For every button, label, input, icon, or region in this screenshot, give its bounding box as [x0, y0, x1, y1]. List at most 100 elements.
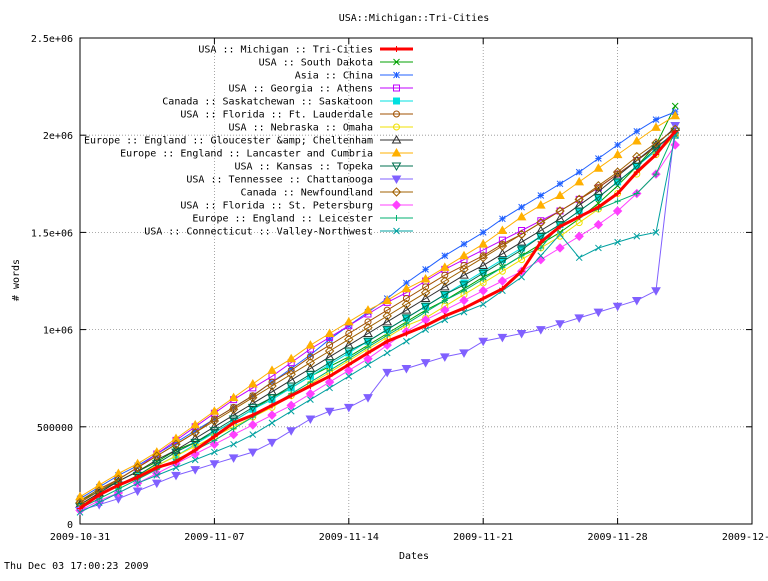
series-line: [79, 130, 676, 507]
data-point: [497, 241, 508, 251]
data-point: [115, 482, 122, 489]
legend-entry: USA :: Kansas :: Topeka: [235, 162, 413, 173]
data-point: [651, 287, 661, 296]
data-point: [614, 141, 621, 149]
data-point: [441, 252, 449, 260]
data-point: [228, 392, 239, 402]
data-point: [652, 116, 660, 124]
data-point: [324, 328, 335, 337]
series-2: [76, 102, 679, 505]
data-point: [171, 471, 181, 481]
data-point: [537, 239, 544, 246]
data-point: [151, 460, 162, 469]
data-point: [192, 447, 199, 454]
series-9: [75, 110, 681, 501]
data-point: [499, 215, 506, 223]
data-point: [228, 454, 239, 463]
data-point: [364, 361, 372, 368]
data-point: [556, 230, 564, 238]
data-point: [152, 451, 162, 461]
data-point: [671, 102, 679, 110]
data-point: [230, 440, 237, 448]
data-point: [326, 335, 333, 343]
y-tick-label: 2.5e+06: [31, 34, 73, 45]
data-point: [382, 316, 393, 326]
data-point: [171, 445, 181, 454]
data-point: [305, 370, 316, 380]
data-point: [614, 198, 621, 205]
data-point: [247, 398, 258, 407]
data-point: [326, 373, 333, 380]
data-point: [422, 283, 430, 291]
data-point: [614, 238, 621, 246]
data-point: [461, 305, 467, 312]
legend-label: Asia :: China: [295, 71, 373, 82]
data-point: [422, 309, 429, 316]
data-point: [633, 127, 641, 135]
series-line: [79, 144, 676, 511]
data-point: [595, 244, 602, 252]
series-line: [79, 134, 676, 506]
data-point: [460, 240, 468, 248]
data-point: [365, 349, 371, 356]
data-point: [420, 287, 431, 298]
data-point: [574, 176, 585, 186]
x-tick-label: 2009-11-07: [184, 532, 244, 543]
data-point: [595, 204, 602, 211]
x-tick-label: 2009-11-28: [587, 532, 647, 543]
legend-marker: [393, 46, 400, 52]
data-point: [631, 162, 642, 172]
series-line: [79, 134, 676, 504]
legend-marker: [391, 162, 402, 172]
data-point: [305, 389, 316, 399]
legend-entry: USA :: Nebraska :: Omaha: [229, 123, 413, 134]
data-point: [575, 254, 583, 262]
data-point: [94, 480, 105, 489]
data-point: [287, 365, 295, 372]
data-point: [249, 431, 257, 438]
legend-entry: USA :: Florida :: St. Petersburg: [180, 200, 413, 212]
data-point: [228, 429, 239, 440]
data-point: [537, 252, 545, 260]
data-point: [478, 252, 488, 263]
data-point: [268, 419, 276, 427]
legend-entry: Europe :: England :: Lancaster and Cumbr…: [120, 147, 413, 160]
data-point: [557, 223, 563, 230]
data-point: [574, 231, 584, 241]
data-point: [537, 192, 545, 199]
legend-marker: [393, 110, 400, 118]
legend-marker: [393, 71, 400, 79]
legend-label: USA :: Florida :: St. Petersburg: [180, 201, 373, 212]
data-point: [612, 167, 623, 177]
data-point: [576, 213, 583, 220]
data-point: [324, 359, 335, 368]
data-point: [459, 250, 469, 260]
data-point: [670, 110, 681, 120]
legend-entry: USA :: Georgia :: Athens: [229, 84, 413, 95]
legend-marker: [393, 215, 400, 221]
legend-marker: [393, 84, 400, 92]
data-point: [153, 464, 160, 471]
data-point: [228, 404, 239, 415]
data-point: [305, 357, 316, 368]
data-point: [267, 438, 277, 448]
data-point: [497, 248, 508, 258]
data-point: [209, 460, 220, 469]
legend-marker: [391, 147, 402, 157]
data-point: [516, 211, 527, 221]
series-line: [79, 128, 676, 504]
data-point: [651, 138, 661, 148]
data-point: [211, 448, 218, 456]
data-point: [595, 155, 602, 162]
data-point: [441, 312, 448, 319]
legend-marker: [393, 58, 400, 66]
data-point: [593, 181, 604, 191]
data-point: [326, 341, 334, 349]
y-tick-label: 1.5e+06: [31, 228, 73, 239]
data-point: [441, 297, 448, 304]
series-12: [75, 124, 680, 508]
data-point: [75, 491, 85, 501]
data-point: [459, 295, 469, 306]
data-point: [171, 448, 181, 458]
data-point: [497, 225, 508, 234]
